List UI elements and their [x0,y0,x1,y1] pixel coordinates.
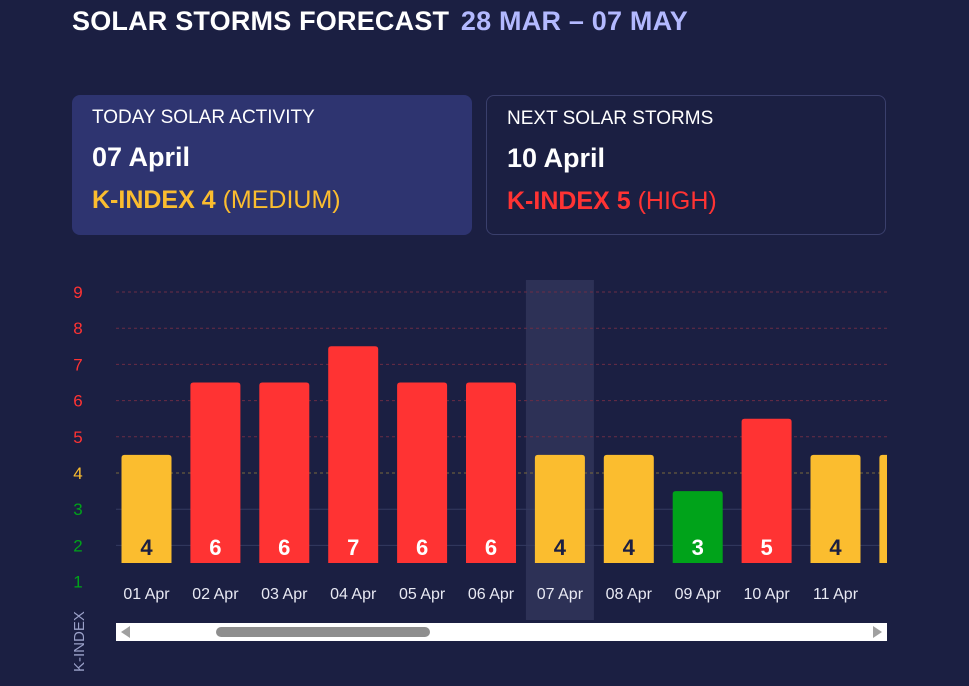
y-tick-label: 7 [73,355,82,374]
bar-value-label: 4 [140,535,153,560]
y-tick-label: 9 [73,283,82,302]
scroll-thumb[interactable] [216,627,430,637]
page-title: SOLAR STORMS FORECAST 28 MAR – 07 MAY [72,6,688,37]
next-storms-card: NEXT SOLAR STORMS 10 April K-INDEX 5 (HI… [486,95,886,235]
x-tick-label: 02 Apr [192,586,239,603]
bar[interactable] [397,382,448,564]
bar-value-label: 4 [898,535,911,560]
bar-value-label: 3 [692,535,704,560]
x-tick-label: 08 Apr [606,586,653,603]
bar-value-label: 4 [554,535,567,560]
today-card-date: 07 April [92,142,191,172]
today-activity-card: TODAY SOLAR ACTIVITY 07 April K-INDEX 4 … [72,95,472,235]
x-tick-label: 03 Apr [261,586,308,603]
y-axis-label: K-INDEX [71,611,88,672]
bar[interactable] [879,454,929,563]
y-tick-label: 6 [73,392,82,411]
x-tick-label: 09 Apr [675,586,722,603]
chart-scrollbar[interactable] [116,623,887,641]
y-tick-label: 8 [73,319,82,338]
bar-value-label: 4 [829,535,842,560]
bar-value-label: 6 [278,535,290,560]
next-k-index: K-INDEX 5 (HIGH) [507,186,865,216]
date-range: 28 MAR – 07 MAY [460,6,689,36]
bar[interactable] [466,382,516,564]
next-k-level: (HIGH) [637,187,717,215]
bar-value-label: 6 [485,535,497,560]
x-tick-label: 05 Apr [399,586,446,603]
bar-value-label: 5 [760,535,772,560]
x-tick-label: 06 Apr [468,586,515,603]
k-index-chart: 1 2 3 4 5 6 7 8 9 4 01 Apr 6 02 Apr 6 03 Apr 7 04 Apr 6 05… [73,280,929,620]
x-tick-label: 10 Apr [743,586,790,603]
y-tick-label: 1 [73,573,82,592]
bar[interactable] [810,454,861,563]
bar[interactable] [121,454,172,563]
bar[interactable] [672,491,723,563]
bar[interactable] [741,418,792,563]
bar[interactable] [328,346,379,563]
today-k-value: K-INDEX 4 [92,186,216,214]
bar-value-label: 6 [209,535,221,560]
bar-value-label: 4 [623,535,636,560]
bar[interactable] [259,382,310,564]
x-tick-label: 01 Apr [123,586,170,603]
next-card-label: NEXT SOLAR STORMS [507,108,714,129]
today-k-index: K-INDEX 4 (MEDIUM) [92,185,452,215]
bar-value-label: 6 [416,535,428,560]
y-tick-label: 2 [73,536,82,555]
y-tick-label: 5 [73,428,82,447]
scroll-right-arrow-icon[interactable] [873,626,882,638]
x-tick-label: 11 Apr [813,586,859,603]
x-tick-label: 07 Apr [537,586,584,603]
bar[interactable] [603,454,654,563]
y-tick-label: 3 [73,500,82,519]
scroll-left-arrow-icon[interactable] [121,626,130,638]
next-card-date: 10 April [507,143,606,173]
bar[interactable] [190,382,241,564]
bar[interactable] [534,454,585,563]
y-tick-label: 4 [73,464,82,483]
x-tick-label: 04 Apr [330,586,377,603]
x-tick-label: 1 [902,586,911,603]
today-card-label: TODAY SOLAR ACTIVITY [92,107,315,128]
title-text: SOLAR STORMS FORECAST [72,6,450,36]
highlight-column [525,280,594,620]
today-k-level: (MEDIUM) [222,186,341,214]
bar-value-label: 7 [347,535,359,560]
bars-group: 4 01 Apr 6 02 Apr 6 03 Apr 7 04 Apr 6 05 Apr 6 06 A… [121,346,929,603]
next-k-value: K-INDEX 5 [507,187,631,215]
